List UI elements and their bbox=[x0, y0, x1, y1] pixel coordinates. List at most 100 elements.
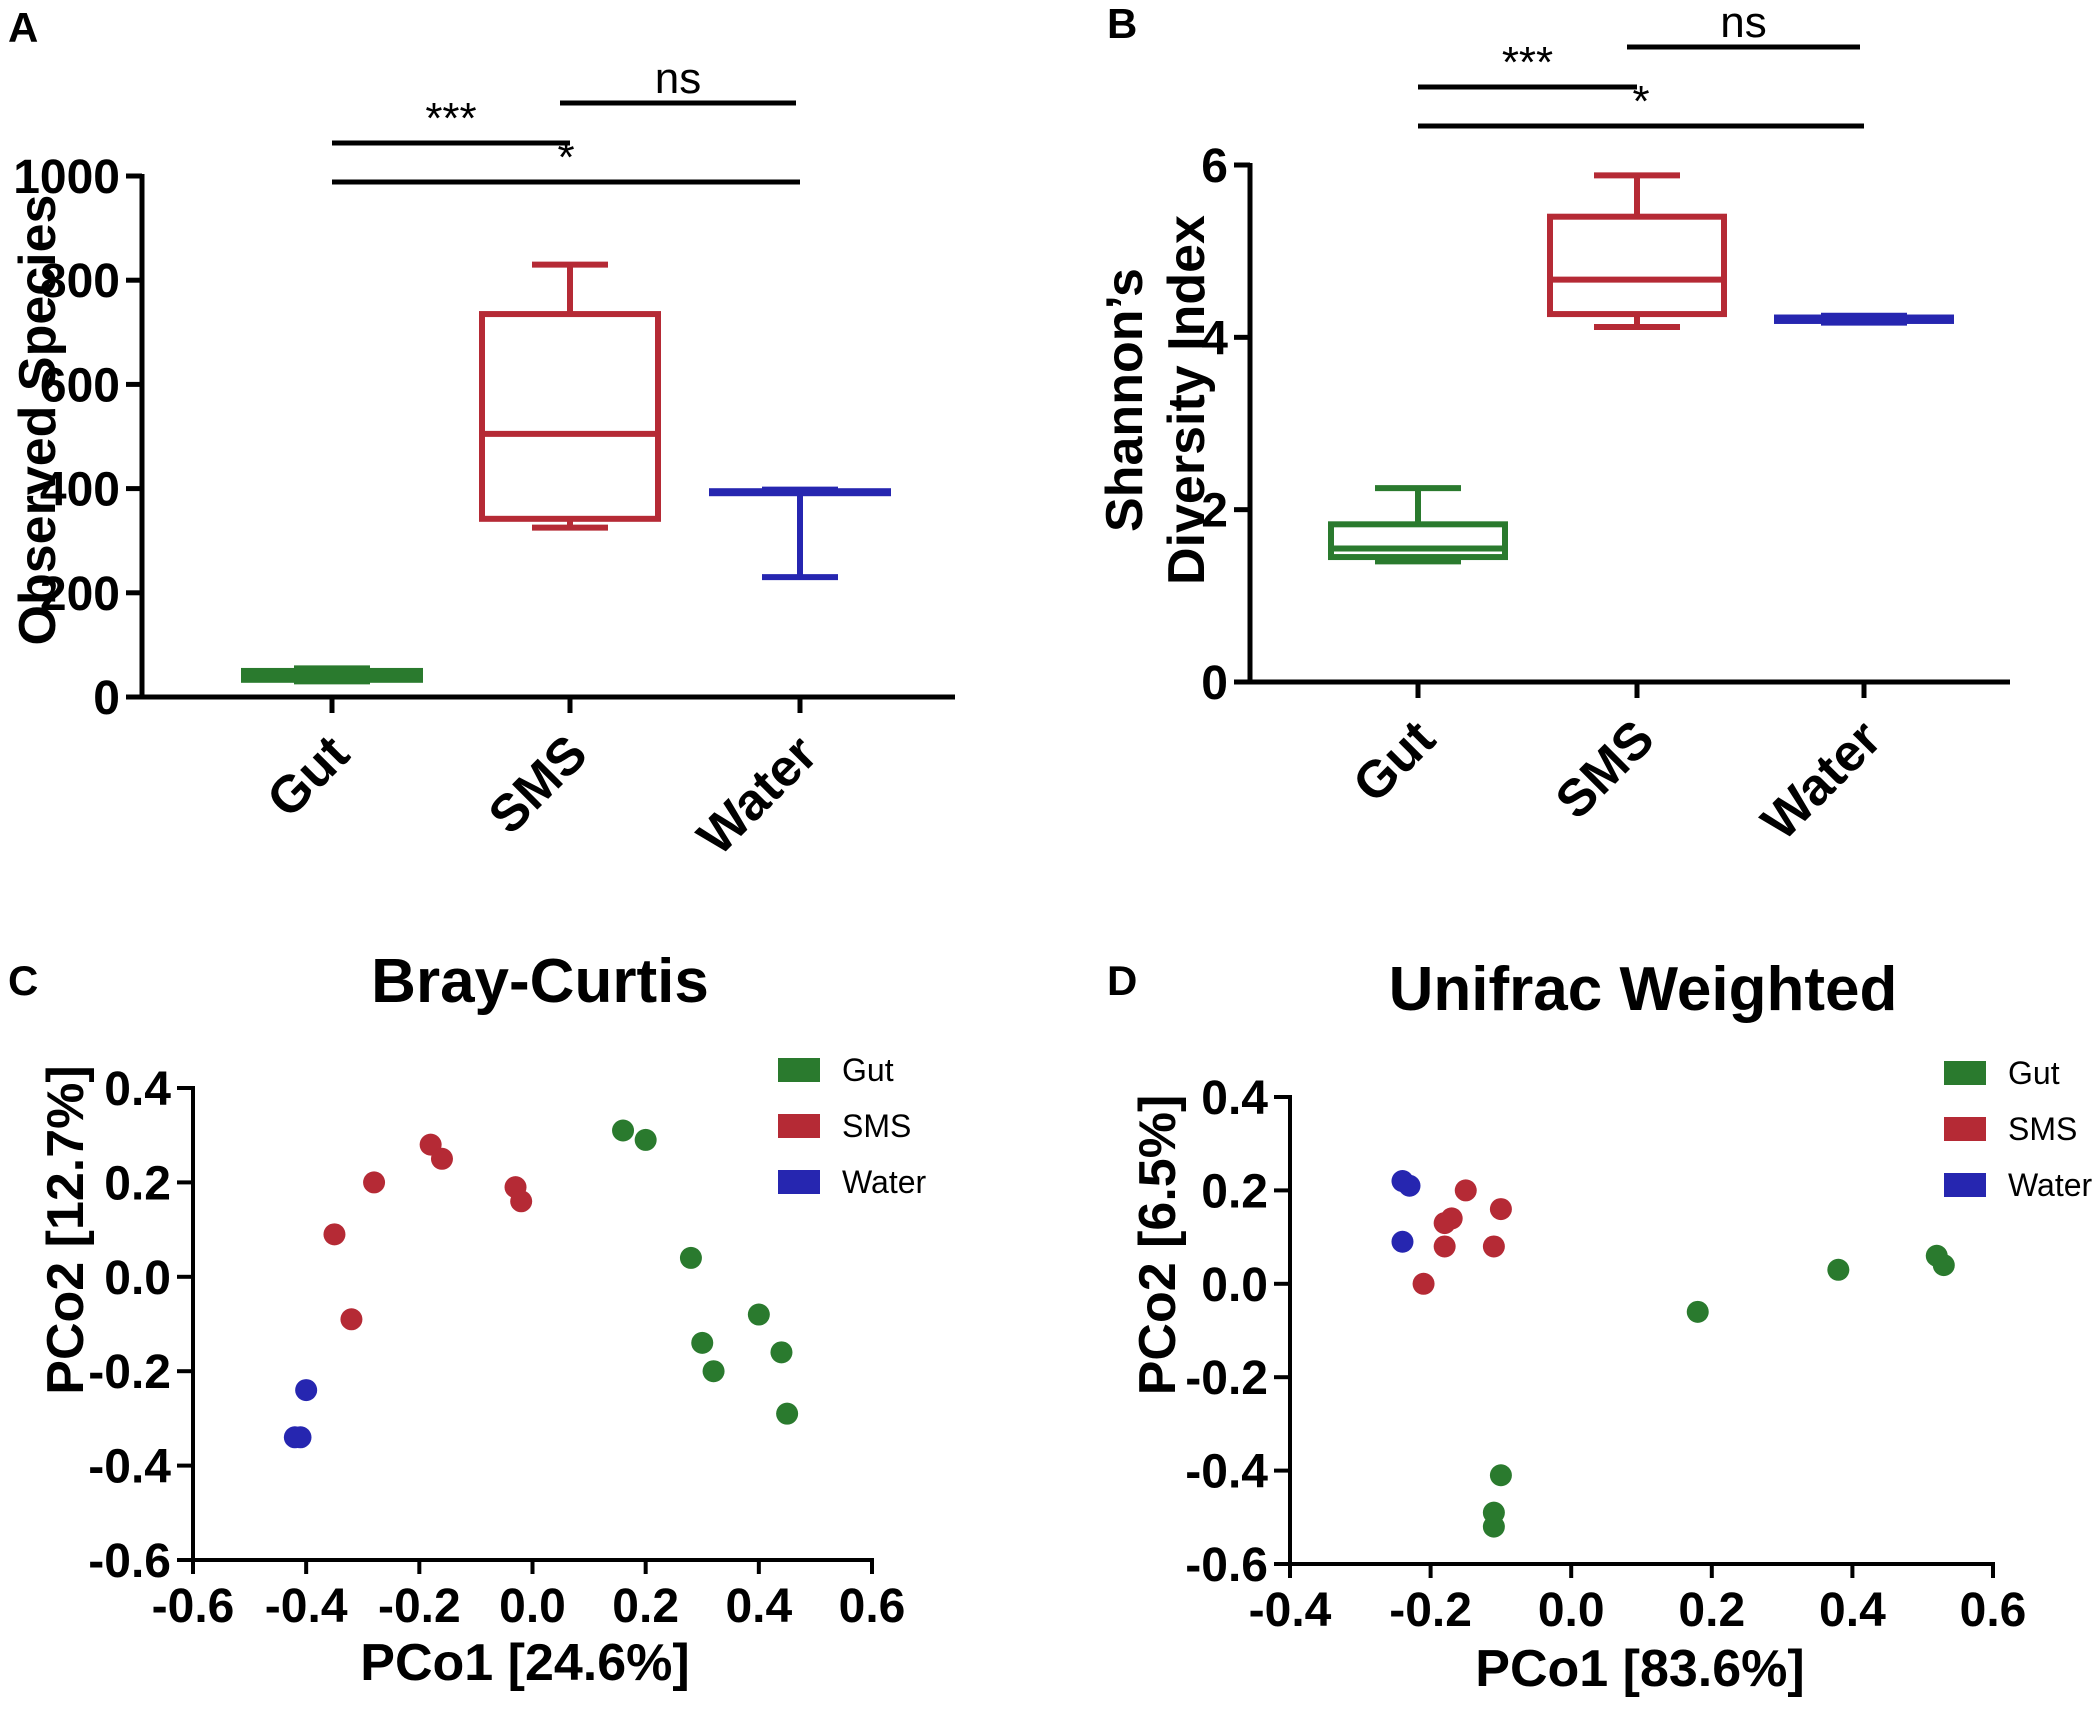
x-tick-label: 0.0 bbox=[499, 1580, 566, 1633]
panel-label-c: C bbox=[8, 957, 38, 1004]
y-axis-label: Diversity Index bbox=[1158, 215, 1216, 585]
y-tick-label: 4 bbox=[1201, 312, 1228, 365]
y-tick-label: 0.4 bbox=[104, 1063, 171, 1116]
box-water bbox=[709, 486, 891, 581]
y-tick-label: -0.2 bbox=[88, 1346, 171, 1399]
data-point bbox=[1482, 1235, 1505, 1258]
data-point bbox=[510, 1190, 533, 1213]
box-sms bbox=[1547, 172, 1727, 330]
panel-c-scatter: Bray-Curtis -0.6 -0.4 -0.2 0.0 0.2 0.4 -0.6 -0.4… bbox=[37, 947, 927, 1692]
data-point bbox=[770, 1341, 793, 1364]
y-tick-label: 400 bbox=[40, 464, 120, 517]
x-axis-label: PCo1 [24.6%] bbox=[360, 1634, 689, 1692]
significance-label: *** bbox=[1502, 38, 1553, 87]
data-point bbox=[1482, 1515, 1505, 1538]
x-tick-label-sms: SMS bbox=[1545, 709, 1666, 830]
x-tick-label: 0.2 bbox=[1678, 1584, 1745, 1637]
box-iqr bbox=[1547, 213, 1727, 318]
legend-label-sms: SMS bbox=[2008, 1111, 2077, 1147]
series-water bbox=[283, 1379, 318, 1449]
box-gut bbox=[241, 665, 423, 685]
y-tick-label: 6 bbox=[1201, 140, 1228, 193]
box-iqr bbox=[479, 311, 661, 522]
y-tick-label: 0 bbox=[1201, 657, 1228, 710]
data-point bbox=[747, 1303, 770, 1326]
y-tick-label: -0.2 bbox=[1185, 1352, 1268, 1405]
y-tick-label: -0.6 bbox=[1185, 1539, 1268, 1592]
y-tick-label: 0.0 bbox=[1201, 1259, 1268, 1312]
box-sms bbox=[479, 261, 661, 531]
y-tick-label: 2 bbox=[1201, 485, 1228, 538]
legend-swatch-gut bbox=[1944, 1061, 1986, 1085]
y-tick-label: 0.2 bbox=[104, 1157, 171, 1210]
data-point bbox=[430, 1147, 453, 1170]
legend-label-water: Water bbox=[2008, 1167, 2093, 1203]
data-point bbox=[323, 1223, 346, 1246]
data-point bbox=[289, 1426, 312, 1449]
x-tick-label: 0.4 bbox=[1819, 1584, 1886, 1637]
panel-b-boxplot: 0 2 4 6 Shannon’s Diversity Index Gut SMS Water *… bbox=[1096, 0, 2010, 851]
data-point bbox=[702, 1360, 725, 1383]
x-tick-label: 0.2 bbox=[612, 1580, 679, 1633]
y-tick-label: 0.4 bbox=[1201, 1072, 1268, 1125]
data-point bbox=[1454, 1179, 1477, 1202]
x-tick-label: -0.2 bbox=[1389, 1584, 1472, 1637]
y-tick-label: 1000 bbox=[13, 151, 120, 204]
x-tick-label: 0.0 bbox=[1538, 1584, 1605, 1637]
series-gut bbox=[612, 1119, 799, 1425]
x-axis-label: PCo1 [83.6%] bbox=[1475, 1640, 1804, 1698]
x-tick-label: -0.6 bbox=[152, 1580, 235, 1633]
data-point bbox=[612, 1119, 635, 1142]
data-point bbox=[1412, 1272, 1435, 1295]
y-axis-label: Shannon’s bbox=[1096, 268, 1154, 532]
data-point bbox=[1398, 1174, 1421, 1197]
y-tick-label: -0.6 bbox=[88, 1535, 171, 1588]
data-point bbox=[295, 1379, 318, 1402]
x-tick-label: 0.4 bbox=[725, 1580, 792, 1633]
chart-title: Bray-Curtis bbox=[371, 947, 709, 1016]
legend-label-sms: SMS bbox=[842, 1108, 911, 1144]
data-point bbox=[363, 1171, 386, 1194]
panel-label-b: B bbox=[1107, 0, 1137, 47]
data-point bbox=[1489, 1198, 1512, 1221]
x-tick-label-water: Water bbox=[1751, 709, 1893, 851]
y-tick-label: 0.0 bbox=[104, 1252, 171, 1305]
panel-label-d: D bbox=[1107, 957, 1137, 1004]
x-tick-label-gut: Gut bbox=[256, 724, 360, 828]
series-sms bbox=[323, 1133, 533, 1331]
x-tick-label: -0.4 bbox=[265, 1580, 348, 1633]
chart-title: Unifrac Weighted bbox=[1389, 955, 1898, 1024]
legend-swatch-sms bbox=[1944, 1117, 1986, 1141]
legend-swatch-sms bbox=[778, 1114, 820, 1138]
x-tick-label-water: Water bbox=[687, 724, 829, 866]
legend-swatch-water bbox=[778, 1170, 820, 1194]
y-axis-label: PCo2 [12.7%] bbox=[37, 1065, 95, 1394]
legend-label-gut: Gut bbox=[842, 1052, 894, 1088]
x-tick-label-gut: Gut bbox=[1342, 709, 1446, 813]
legend-swatch-gut bbox=[778, 1058, 820, 1082]
data-point bbox=[1827, 1258, 1850, 1281]
significance-label: * bbox=[557, 133, 574, 182]
x-tick-label: 0.6 bbox=[839, 1580, 906, 1633]
box-iqr bbox=[1328, 521, 1508, 561]
x-tick-label-sms: SMS bbox=[478, 724, 599, 845]
panel-label-a: A bbox=[8, 4, 38, 51]
data-point bbox=[340, 1308, 363, 1331]
data-point bbox=[691, 1331, 714, 1354]
legend-label-gut: Gut bbox=[2008, 1055, 2060, 1091]
significance-label: * bbox=[1632, 77, 1649, 126]
y-tick-label: -0.4 bbox=[1185, 1446, 1268, 1499]
data-point bbox=[1391, 1230, 1414, 1253]
significance-label: *** bbox=[425, 94, 476, 143]
data-point bbox=[776, 1402, 799, 1425]
legend-label-water: Water bbox=[842, 1164, 927, 1200]
y-tick-label: -0.4 bbox=[88, 1441, 171, 1494]
series-water bbox=[1391, 1170, 1421, 1253]
data-point bbox=[1932, 1254, 1955, 1277]
y-axis-label: PCo2 [6.5%] bbox=[1129, 1095, 1187, 1396]
data-point bbox=[1489, 1464, 1512, 1487]
y-tick-label: 0 bbox=[93, 672, 120, 725]
data-point bbox=[679, 1246, 702, 1269]
